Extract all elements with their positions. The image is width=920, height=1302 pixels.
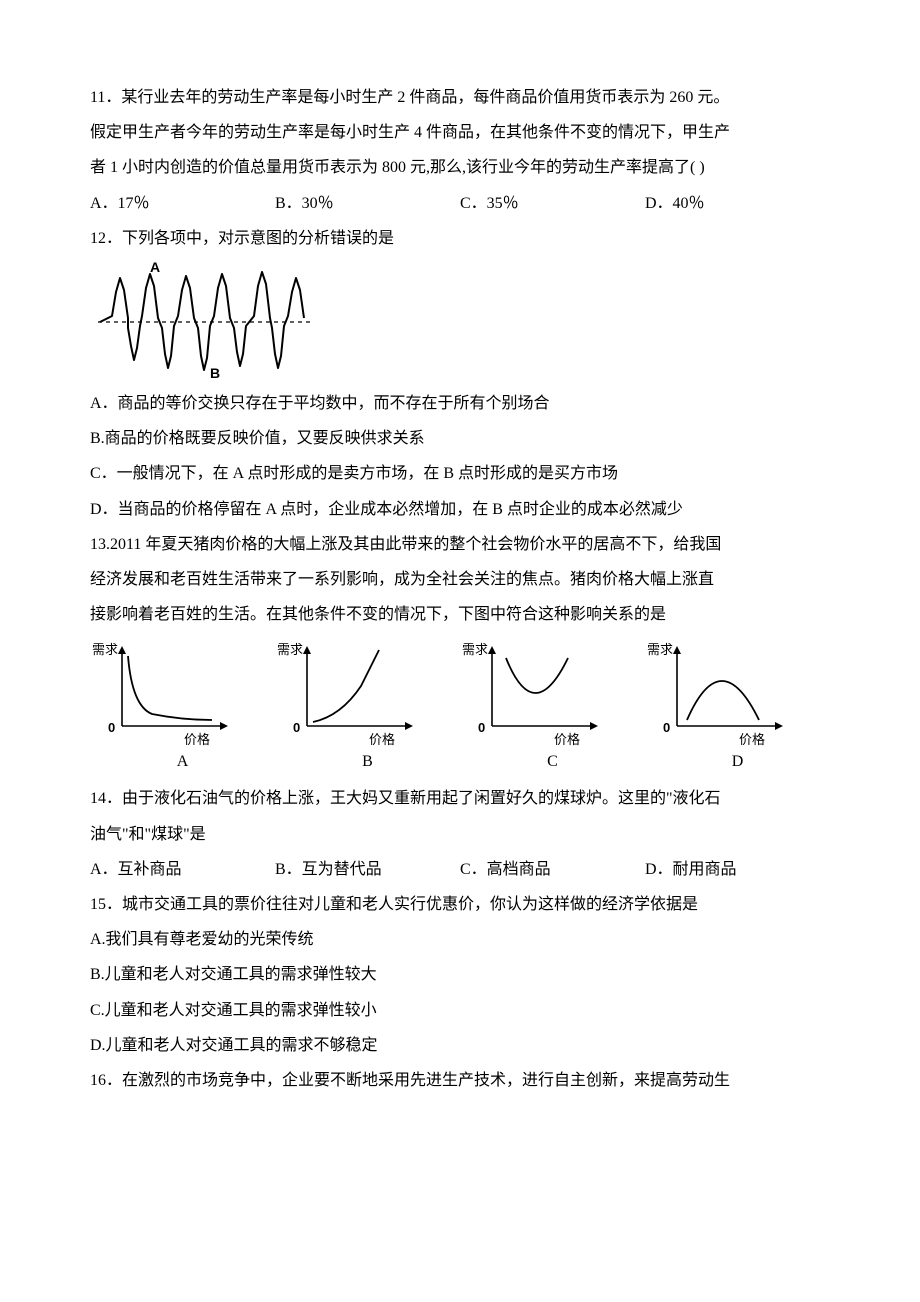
q11-opt-c[interactable]: C．35％ bbox=[460, 186, 645, 221]
q12-stem: 12．下列各项中，对示意图的分析错误的是 bbox=[90, 221, 830, 256]
q12-wave-figure: AB bbox=[90, 260, 830, 380]
q13-chart-b-letter: B bbox=[275, 744, 460, 779]
q13-chart-a-letter: A bbox=[90, 744, 275, 779]
svg-text:0: 0 bbox=[293, 720, 300, 735]
q14-line-1: 14．由于液化石油气的价格上涨，王大妈又重新用起了闲置好久的煤球炉。这里的"液化… bbox=[90, 781, 830, 816]
svg-text:A: A bbox=[150, 260, 160, 275]
q11-opt-d[interactable]: D．40％ bbox=[645, 186, 830, 221]
q14-opt-d[interactable]: D．耐用商品 bbox=[645, 852, 830, 887]
q13-line-2: 经济发展和老百姓生活带来了一系列影响，成为全社会关注的焦点。猪肉价格大幅上涨直 bbox=[90, 562, 830, 597]
q14-options: A．互补商品 B．互为替代品 C．高档商品 D．耐用商品 bbox=[90, 852, 830, 887]
svg-text:价格: 价格 bbox=[554, 732, 580, 747]
q15-stem: 15．城市交通工具的票价往往对儿童和老人实行优惠价，你认为这样做的经济学依据是 bbox=[90, 887, 830, 922]
q14-line-2: 油气"和"煤球"是 bbox=[90, 817, 830, 852]
q13-chart-d-letter: D bbox=[645, 744, 830, 779]
q13-line-1: 13.2011 年夏天猪肉价格的大幅上涨及其由此带来的整个社会物价水平的居高不下… bbox=[90, 527, 830, 562]
q13-chart-row: 需求 0 价格 A 需求 0 价格 B 需求 0 价格 C 需求 0 价格 D bbox=[90, 638, 830, 779]
chart-d-icon: 需求0价格 bbox=[645, 638, 785, 748]
q12-opt-b[interactable]: B.商品的价格既要反映价值，又要反映供求关系 bbox=[90, 421, 830, 456]
q12-opt-a[interactable]: A．商品的等价交换只存在于平均数中，而不存在于所有个别场合 bbox=[90, 386, 830, 421]
q11-line-3: 者 1 小时内创造的价值总量用货币表示为 800 元,那么,该行业今年的劳动生产… bbox=[90, 150, 830, 185]
q11-line-1: 11．某行业去年的劳动生产率是每小时生产 2 件商品，每件商品价值用货币表示为 … bbox=[90, 80, 830, 115]
svg-text:0: 0 bbox=[108, 720, 115, 735]
q13-chart-d[interactable]: 需求0价格 D bbox=[645, 638, 830, 779]
chart-b-icon: 需求 0 价格 bbox=[275, 638, 415, 748]
q12-opt-c[interactable]: C．一般情况下，在 A 点时形成的是卖方市场，在 B 点时形成的是买方市场 bbox=[90, 456, 830, 491]
svg-text:0: 0 bbox=[663, 720, 670, 735]
q14-opt-c[interactable]: C．高档商品 bbox=[460, 852, 645, 887]
svg-text:0: 0 bbox=[478, 720, 485, 735]
q13-chart-c-letter: C bbox=[460, 744, 645, 779]
svg-text:需求: 需求 bbox=[92, 642, 118, 657]
q11-opt-b[interactable]: B．30％ bbox=[275, 186, 460, 221]
svg-text:B: B bbox=[210, 365, 220, 380]
q14-opt-a[interactable]: A．互补商品 bbox=[90, 852, 275, 887]
q13-chart-a[interactable]: 需求0价格 A bbox=[90, 638, 275, 779]
q15-opt-a[interactable]: A.我们具有尊老爱幼的光荣传统 bbox=[90, 922, 830, 957]
q12-opt-d[interactable]: D．当商品的价格停留在 A 点时，企业成本必然增加，在 B 点时企业的成本必然减… bbox=[90, 492, 830, 527]
q15-opt-c[interactable]: C.儿童和老人对交通工具的需求弹性较小 bbox=[90, 993, 830, 1028]
svg-text:需求: 需求 bbox=[647, 642, 673, 657]
q14-opt-b[interactable]: B．互为替代品 bbox=[275, 852, 460, 887]
q16-line: 16．在激烈的市场竞争中，企业要不断地采用先进生产技术，进行自主创新，来提高劳动… bbox=[90, 1063, 830, 1098]
q11-line-2: 假定甲生产者今年的劳动生产率是每小时生产 4 件商品，在其他条件不变的情况下，甲… bbox=[90, 115, 830, 150]
q11-options: A．17％ B．30％ C．35％ D．40％ bbox=[90, 186, 830, 221]
q13-chart-b[interactable]: 需求 0 价格 B bbox=[275, 638, 460, 779]
svg-text:价格: 价格 bbox=[369, 732, 395, 747]
q13-line-3: 接影响着老百姓的生活。在其他条件不变的情况下，下图中符合这种影响关系的是 bbox=[90, 597, 830, 632]
q15-opt-b[interactable]: B.儿童和老人对交通工具的需求弹性较大 bbox=[90, 957, 830, 992]
chart-a-icon: 需求0价格 bbox=[90, 638, 230, 748]
chart-c-icon: 需求 0 价格 bbox=[460, 638, 600, 748]
svg-text:需求: 需求 bbox=[277, 642, 303, 657]
q11-opt-a[interactable]: A．17％ bbox=[90, 186, 275, 221]
q13-chart-c[interactable]: 需求 0 价格 C bbox=[460, 638, 645, 779]
svg-text:需求: 需求 bbox=[462, 642, 488, 657]
q15-opt-d[interactable]: D.儿童和老人对交通工具的需求不够稳定 bbox=[90, 1028, 830, 1063]
wave-chart-icon: AB bbox=[90, 260, 320, 380]
